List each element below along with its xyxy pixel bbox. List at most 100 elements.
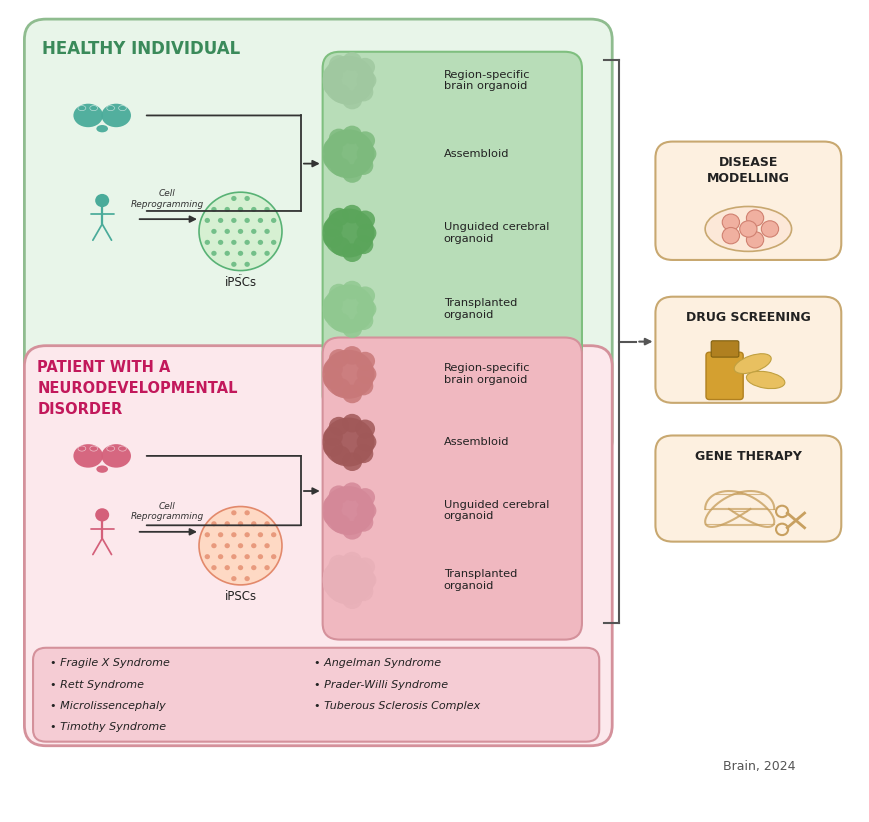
Text: Cell
Reprogramming: Cell Reprogramming <box>130 189 203 209</box>
Ellipse shape <box>96 125 108 132</box>
Circle shape <box>264 207 269 212</box>
Circle shape <box>328 555 348 574</box>
Circle shape <box>231 196 236 201</box>
Circle shape <box>353 83 373 101</box>
Ellipse shape <box>733 353 770 373</box>
Text: Assembloid: Assembloid <box>443 149 508 159</box>
Circle shape <box>211 229 216 234</box>
Circle shape <box>721 228 739 244</box>
Circle shape <box>342 52 362 71</box>
Circle shape <box>322 76 342 95</box>
FancyBboxPatch shape <box>654 436 840 542</box>
Circle shape <box>328 128 348 147</box>
Circle shape <box>322 56 374 105</box>
Circle shape <box>353 513 373 532</box>
Circle shape <box>356 501 376 520</box>
Circle shape <box>330 515 350 533</box>
Circle shape <box>322 418 374 467</box>
Circle shape <box>342 483 362 501</box>
Circle shape <box>237 565 243 570</box>
Ellipse shape <box>102 444 131 468</box>
Text: HEALTHY INDIVIDUAL: HEALTHY INDIVIDUAL <box>42 39 240 58</box>
Circle shape <box>257 240 262 245</box>
Circle shape <box>264 543 269 548</box>
Circle shape <box>355 58 375 76</box>
Circle shape <box>342 90 362 109</box>
Circle shape <box>204 218 209 223</box>
Circle shape <box>342 385 362 404</box>
Ellipse shape <box>90 446 97 451</box>
Circle shape <box>322 427 342 446</box>
FancyBboxPatch shape <box>33 648 599 741</box>
Circle shape <box>211 521 216 526</box>
Circle shape <box>237 543 243 548</box>
Text: Transplanted
organoid: Transplanted organoid <box>443 298 516 320</box>
Circle shape <box>322 506 342 525</box>
Circle shape <box>251 543 256 548</box>
Circle shape <box>353 312 373 330</box>
Circle shape <box>322 486 374 535</box>
Text: DISEASE
MODELLING: DISEASE MODELLING <box>706 156 789 185</box>
Circle shape <box>217 532 223 538</box>
Circle shape <box>270 240 276 245</box>
Circle shape <box>231 261 236 267</box>
Circle shape <box>322 66 342 85</box>
Circle shape <box>270 532 276 538</box>
Circle shape <box>330 237 350 256</box>
Text: iPSCs: iPSCs <box>224 590 256 603</box>
Ellipse shape <box>746 372 784 389</box>
Ellipse shape <box>102 104 131 127</box>
Circle shape <box>244 532 249 538</box>
Circle shape <box>264 251 269 256</box>
Circle shape <box>328 208 348 226</box>
Circle shape <box>328 284 348 302</box>
Circle shape <box>356 224 376 242</box>
Text: Transplanted
organoid: Transplanted organoid <box>443 569 516 591</box>
Text: Region-specific
brain organoid: Region-specific brain organoid <box>443 363 529 385</box>
Ellipse shape <box>90 105 97 111</box>
Ellipse shape <box>73 104 103 127</box>
Circle shape <box>355 488 375 506</box>
Circle shape <box>330 312 350 331</box>
Circle shape <box>231 576 236 581</box>
Circle shape <box>330 158 350 176</box>
Circle shape <box>328 349 348 367</box>
Text: PATIENT WITH A
NEURODEVELOPMENTAL
DISORDER: PATIENT WITH A NEURODEVELOPMENTAL DISORD… <box>37 360 237 418</box>
Circle shape <box>322 150 342 169</box>
Ellipse shape <box>78 105 86 111</box>
Circle shape <box>217 240 223 245</box>
Text: • Prader-Willi Syndrome: • Prader-Willi Syndrome <box>314 680 448 690</box>
Circle shape <box>355 286 375 305</box>
Circle shape <box>746 232 763 248</box>
Circle shape <box>211 565 216 570</box>
Circle shape <box>251 229 256 234</box>
Text: Brain, 2024: Brain, 2024 <box>722 760 794 773</box>
Circle shape <box>353 156 373 175</box>
Circle shape <box>322 229 342 247</box>
Circle shape <box>224 251 229 256</box>
Circle shape <box>322 305 342 324</box>
FancyBboxPatch shape <box>710 341 738 357</box>
Circle shape <box>244 240 249 245</box>
Circle shape <box>244 196 249 201</box>
Circle shape <box>356 432 376 451</box>
Ellipse shape <box>118 446 126 451</box>
Circle shape <box>257 554 262 559</box>
Circle shape <box>322 496 342 515</box>
Circle shape <box>204 240 209 245</box>
Text: • Rett Syndrome: • Rett Syndrome <box>50 680 144 690</box>
Circle shape <box>199 506 282 585</box>
Circle shape <box>330 446 350 464</box>
Circle shape <box>224 543 229 548</box>
Circle shape <box>95 508 109 521</box>
Circle shape <box>721 214 739 230</box>
Circle shape <box>270 218 276 223</box>
FancyBboxPatch shape <box>705 352 742 399</box>
Circle shape <box>322 370 342 389</box>
Circle shape <box>342 164 362 182</box>
Circle shape <box>322 359 342 378</box>
Circle shape <box>342 413 362 432</box>
Circle shape <box>264 229 269 234</box>
FancyBboxPatch shape <box>322 52 581 411</box>
Circle shape <box>342 319 362 338</box>
